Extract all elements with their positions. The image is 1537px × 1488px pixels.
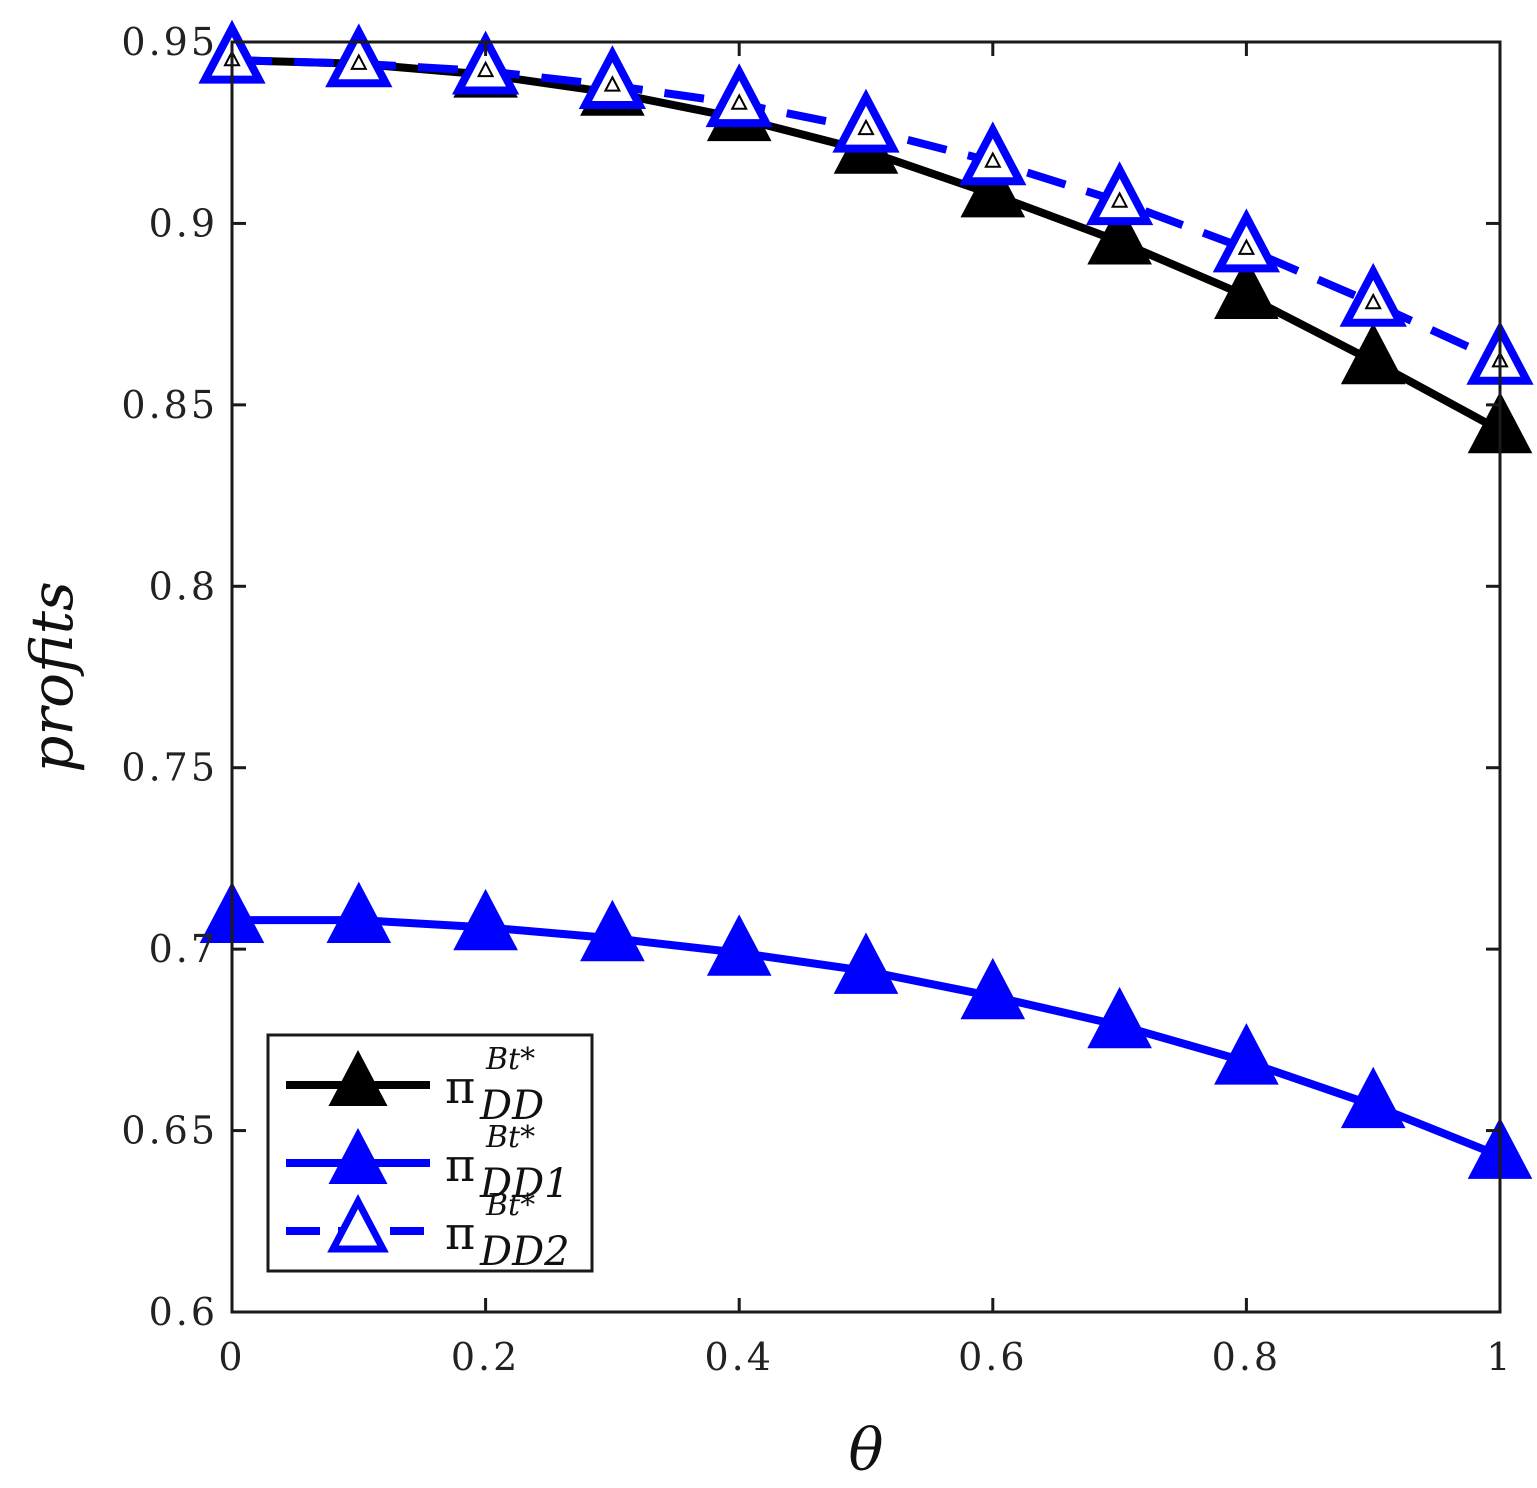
legend-marker [327, 1194, 389, 1253]
x-tick-label: 0 [218, 1335, 245, 1379]
legend-superscript: Bt* [485, 1042, 535, 1077]
y-tick-label: 0.85 [121, 383, 218, 427]
legend-superscript: Bt* [485, 1120, 535, 1155]
data-point [1087, 986, 1152, 1049]
data-point [1087, 203, 1152, 265]
legend-entry-3: π Bt* DD2 [286, 1188, 570, 1275]
data-point [1214, 257, 1279, 319]
data-point-inner [350, 53, 368, 70]
legend-marker [328, 1127, 388, 1184]
data-point [1214, 1023, 1279, 1085]
legend-entry-1: π Bt* DD [286, 1042, 544, 1129]
x-tick-label: 1 [1486, 1335, 1513, 1379]
y-axis-label: profits [18, 581, 86, 773]
x-tick-label: 0.4 [704, 1335, 773, 1379]
data-point [326, 881, 392, 944]
series-2 [199, 881, 1533, 1179]
data-point-inner [603, 75, 622, 92]
y-tick-label: 0.9 [149, 201, 218, 245]
legend-symbol: π [445, 1206, 475, 1260]
x-axis-label: θ [849, 1416, 884, 1484]
data-point-inner [857, 118, 875, 136]
data-point-inner [1364, 292, 1382, 310]
tick-layer: 0 0.2 0.4 0.6 0.8 1 0.6 0.65 0.7 0.75 0.8 0.85 0.9 0.… [121, 20, 1513, 1379]
data-point-inner [984, 151, 1002, 168]
data-point [453, 888, 518, 951]
x-tick-label: 0.2 [451, 1335, 520, 1379]
legend-subscript: DD2 [479, 1229, 570, 1275]
y-tick-label: 0.65 [121, 1109, 218, 1153]
data-point-inner [1110, 191, 1129, 208]
legend-subscript: DD [479, 1083, 544, 1129]
y-tick-label: 0.75 [121, 746, 218, 790]
legend-symbol: π [445, 1138, 475, 1192]
legend-entry-2: π Bt* DD1 [286, 1120, 570, 1207]
y-tick-label: 0.7 [149, 927, 218, 971]
legend-subscript: DD1 [479, 1161, 570, 1207]
plot-frame [230, 40, 1502, 1314]
data-point [1340, 322, 1406, 385]
y-tick-label: 0.6 [149, 1290, 218, 1334]
data-point-inner [476, 60, 495, 78]
legend-symbol: π [445, 1060, 475, 1114]
data-point [960, 957, 1026, 1020]
data-point-inner [730, 93, 748, 110]
y-tick-label: 0.8 [149, 564, 218, 608]
data-point [960, 155, 1026, 218]
y-tick-label: 0.95 [121, 20, 218, 64]
data-point [706, 914, 772, 976]
data-point [833, 932, 899, 994]
data-point-inner [1237, 238, 1256, 255]
x-tick-label: 0.8 [1212, 1335, 1281, 1379]
legend-marker [328, 1049, 388, 1106]
series-3 [198, 19, 1534, 385]
x-tick-label: 0.6 [958, 1335, 1027, 1379]
data-point [580, 899, 645, 962]
legend-box [266, 1033, 594, 1273]
data-point [1340, 1066, 1406, 1129]
legend-superscript: Bt* [485, 1188, 535, 1223]
series-layer [198, 19, 1534, 1179]
